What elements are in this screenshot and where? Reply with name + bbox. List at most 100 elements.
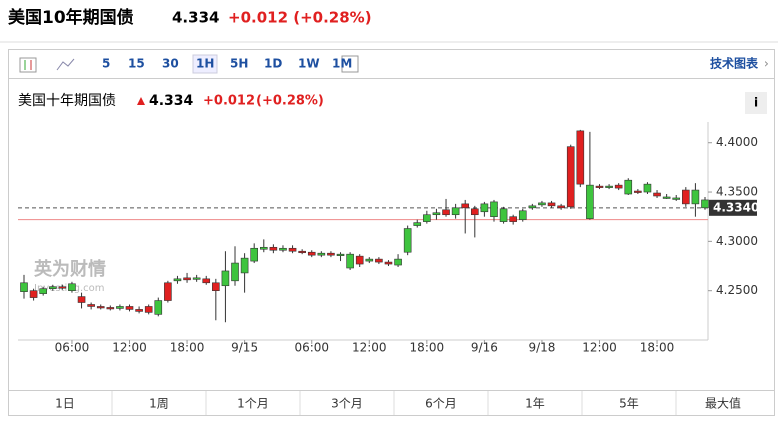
candle-body [125, 306, 134, 310]
x-tick-label: 12:00 [582, 341, 617, 355]
candle-body [240, 257, 249, 274]
candle-body [605, 185, 613, 188]
candle-body [154, 300, 163, 315]
candle-body [614, 184, 623, 189]
interval[interactable]: 15 [128, 57, 145, 71]
range-button[interactable]: 1年 [525, 397, 545, 411]
interval[interactable]: 30 [162, 57, 179, 71]
line-icon[interactable] [56, 58, 75, 71]
interval[interactable]: 5H [230, 57, 248, 71]
candle-body [58, 286, 67, 289]
x-tick-label: 18:00 [170, 341, 205, 355]
candle-body [451, 207, 460, 216]
candle-body [279, 247, 287, 251]
candle-body [106, 307, 115, 310]
last-price-box [709, 199, 757, 216]
range-button[interactable]: 最大值 [705, 396, 741, 411]
interval[interactable]: 1W [298, 57, 320, 71]
range-button[interactable]: 6个月 [425, 397, 457, 411]
price: 4.334 [172, 9, 219, 27]
candle-body [394, 258, 402, 266]
candle-body [20, 282, 28, 292]
x-tick-label: 18:00 [410, 341, 445, 355]
tech-chart[interactable]: 技术图表 [710, 56, 759, 71]
candle-body [432, 212, 441, 216]
interval[interactable]: 1D [264, 57, 282, 71]
candle-body [557, 205, 565, 209]
range-button[interactable]: 1个月 [237, 397, 269, 411]
candle-body [691, 189, 700, 205]
x-tick-label: 9/18 [528, 341, 555, 355]
interval[interactable]: 1H [196, 57, 214, 71]
candle-body [586, 184, 594, 219]
x-tick-label: 12:00 [352, 341, 387, 355]
x-tick-label: 06:00 [294, 341, 329, 355]
candle-body [528, 205, 537, 209]
x-tick-label: 12:00 [112, 341, 147, 355]
candle-body [164, 282, 172, 301]
sub-change: +0.012 [203, 94, 255, 109]
candle-body [269, 246, 278, 251]
candle-body [96, 306, 105, 309]
candle-body [442, 209, 450, 216]
candle-body [375, 258, 383, 263]
candle-body [682, 189, 690, 205]
candle-body [480, 203, 489, 213]
candle-icon[interactable] [19, 57, 37, 73]
candle-body [346, 253, 354, 269]
candle-body [68, 283, 76, 291]
settings-icon[interactable] [341, 55, 359, 73]
candle-body [173, 278, 182, 282]
candle-body [461, 203, 470, 209]
y-tick-label: 4.2500 [716, 283, 758, 297]
candle-body [192, 277, 201, 280]
sub-change-pct: (+0.28%) [256, 94, 324, 109]
candle-body [643, 183, 652, 193]
candle-body [307, 251, 316, 256]
candle-body [39, 288, 47, 294]
candle-body [77, 296, 86, 303]
candle-body [288, 247, 297, 252]
candle-body [259, 246, 268, 250]
candle-body [144, 306, 153, 313]
range-button[interactable]: 3个月 [331, 397, 363, 411]
interval[interactable]: 5 [102, 57, 110, 71]
candle-body [471, 208, 479, 216]
candle-body [672, 197, 681, 200]
candle-body [634, 190, 642, 193]
watermark: 英为财情 [33, 258, 106, 280]
x-tick-label: 18:00 [640, 341, 675, 355]
candle-body [509, 216, 517, 222]
candle-body [413, 222, 422, 226]
range-button[interactable]: 1日 [55, 397, 75, 411]
up-arrow [137, 97, 145, 105]
x-tick-label: 9/16 [471, 341, 498, 355]
candle-body [365, 258, 374, 262]
candle-body [595, 185, 604, 188]
info-icon[interactable]: i [754, 96, 758, 110]
range-button[interactable]: 1周 [149, 397, 169, 411]
sub-title: 美国十年期国债 [18, 93, 116, 109]
chevron[interactable]: › [764, 57, 769, 71]
candle-body [566, 146, 575, 208]
candle-body [384, 261, 393, 265]
candle-body [653, 192, 661, 197]
candle-body [212, 282, 220, 291]
candle-body [231, 262, 239, 282]
candle-body [490, 201, 498, 217]
x-tick-label: 9/15 [231, 341, 258, 355]
candle-body [701, 199, 709, 209]
candle-body [538, 202, 546, 206]
candle-body [221, 270, 230, 287]
candle-body [202, 278, 211, 284]
range-button[interactable]: 5年 [619, 397, 639, 411]
panel [8, 49, 775, 416]
candle-body [662, 196, 671, 199]
candle-body [547, 202, 556, 207]
candle-body [327, 252, 335, 256]
info-button[interactable] [745, 92, 767, 114]
interval[interactable]: 1M [332, 57, 352, 71]
candle-body [336, 253, 345, 256]
